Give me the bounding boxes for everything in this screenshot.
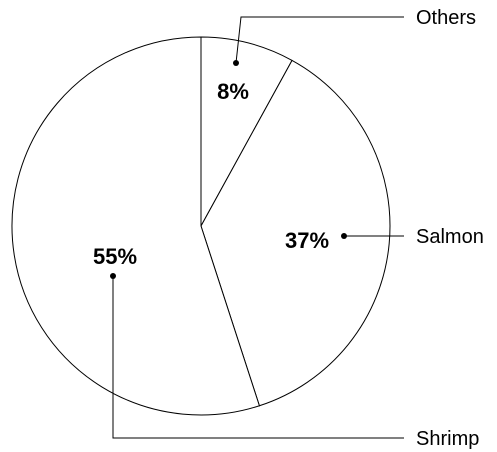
value-label-shrimp: 55% — [93, 244, 137, 269]
category-label-shrimp: Shrimp — [416, 428, 479, 450]
value-label-others: 8% — [217, 79, 249, 104]
leader-dot-salmon — [341, 233, 347, 239]
pie-slices — [11, 36, 391, 416]
category-label-salmon: Salmon — [416, 226, 484, 248]
leader-line-others — [235, 16, 404, 64]
leader-line-shrimp — [112, 276, 404, 439]
category-label-others: Others — [416, 7, 476, 29]
pie-slice-others — [200, 36, 293, 227]
value-label-salmon: 37% — [285, 228, 329, 253]
pie-slice-salmon — [200, 59, 391, 407]
leader-dot-shrimp — [110, 273, 116, 279]
pie-slice-shrimp — [11, 36, 261, 416]
leader-lines — [110, 16, 404, 439]
slice-labels: 8% Others 37% Salmon 55% Shrimp — [93, 7, 484, 450]
leader-dot-others — [233, 60, 239, 66]
